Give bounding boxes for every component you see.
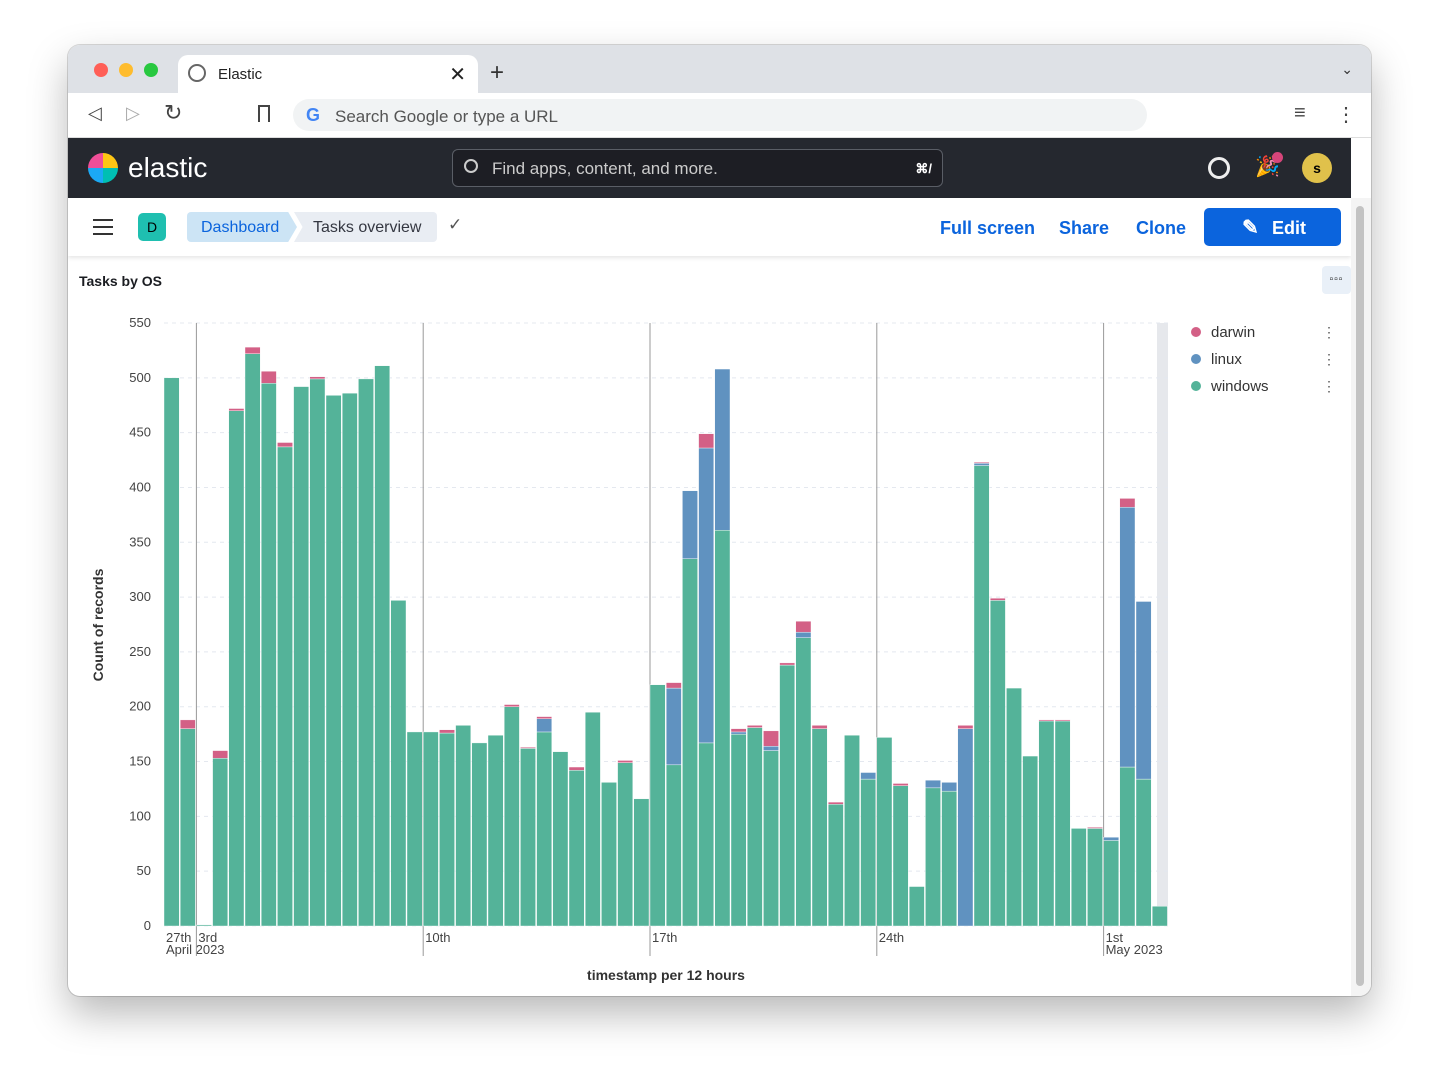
url-input[interactable]: G Search Google or type a URL [293, 99, 1147, 131]
space-avatar[interactable]: D [138, 213, 166, 241]
page-scrollbar[interactable] [1351, 198, 1371, 996]
search-placeholder: Find apps, content, and more. [492, 159, 718, 178]
reload-icon[interactable]: ↻ [164, 100, 183, 125]
search-icon [464, 159, 478, 173]
clone-button[interactable]: Clone [1136, 218, 1187, 238]
tab-bar: Elastic ✕ + ⌄ [68, 45, 1371, 93]
browser-menu-icon[interactable]: ⋮ [1336, 104, 1356, 126]
avatar-initial: s [1313, 160, 1321, 176]
share-button[interactable]: Share [1059, 218, 1110, 238]
reading-list-icon[interactable]: ≡ [1294, 102, 1306, 124]
browser-tab[interactable]: Elastic ✕ [178, 55, 478, 93]
panel-options-button[interactable]: ▫▫▫ [1322, 266, 1351, 294]
back-icon[interactable]: ◁ [88, 103, 102, 123]
tab-list-chevron-icon[interactable]: ⌄ [1341, 61, 1353, 77]
help-icon[interactable] [1208, 157, 1230, 179]
avatar[interactable]: s [1302, 153, 1332, 183]
search-shortcut: ⌘/ [915, 161, 932, 176]
notification-badge [1272, 152, 1283, 163]
browser-window: Elastic ✕ + ⌄ ◁ ▷ ↻ G Search Google or t… [68, 45, 1371, 996]
breadcrumb-label: Dashboard [201, 219, 280, 236]
edit-label: Edit [1272, 218, 1306, 238]
dashboard-toolbar: D Dashboard Tasks overview ✓ Full screen… [68, 198, 1351, 256]
scrollbar-thumb[interactable] [1356, 206, 1364, 986]
close-tab-icon[interactable]: ✕ [449, 64, 466, 86]
address-bar-row: ◁ ▷ ↻ G Search Google or type a URL ≡ ⋮ [68, 93, 1371, 138]
google-icon: G [306, 105, 321, 125]
space-initial: D [146, 219, 158, 235]
new-tab-icon[interactable]: + [490, 59, 505, 86]
maximize-window-button[interactable] [144, 63, 158, 77]
forward-icon[interactable]: ▷ [126, 103, 140, 123]
panel-title: Tasks by OS [79, 273, 163, 289]
full-screen-button[interactable]: Full screen [940, 218, 1036, 238]
breadcrumb-tasks-overview: Tasks overview [294, 212, 437, 242]
minimize-window-button[interactable] [119, 63, 133, 77]
breadcrumb-label: Tasks overview [313, 219, 422, 236]
close-window-button[interactable] [94, 63, 108, 77]
url-placeholder: Search Google or type a URL [335, 107, 559, 126]
bookmark-icon[interactable] [258, 105, 270, 122]
saved-check-icon: ✓ [448, 215, 463, 234]
tab-title: Elastic [218, 66, 263, 83]
pencil-icon: ✎ [1242, 217, 1259, 239]
edit-button[interactable]: ✎ Edit [1204, 208, 1341, 246]
elastic-header: elastic Find apps, content, and more. ⌘/… [68, 138, 1351, 198]
elastic-logo-icon[interactable] [88, 153, 118, 183]
global-search-input[interactable]: Find apps, content, and more. ⌘/ [452, 149, 943, 187]
menu-icon[interactable] [93, 219, 113, 235]
elastic-logo-text[interactable]: elastic [128, 152, 208, 183]
breadcrumb-dashboard[interactable]: Dashboard [187, 212, 297, 242]
elastic-favicon-icon [188, 64, 206, 82]
